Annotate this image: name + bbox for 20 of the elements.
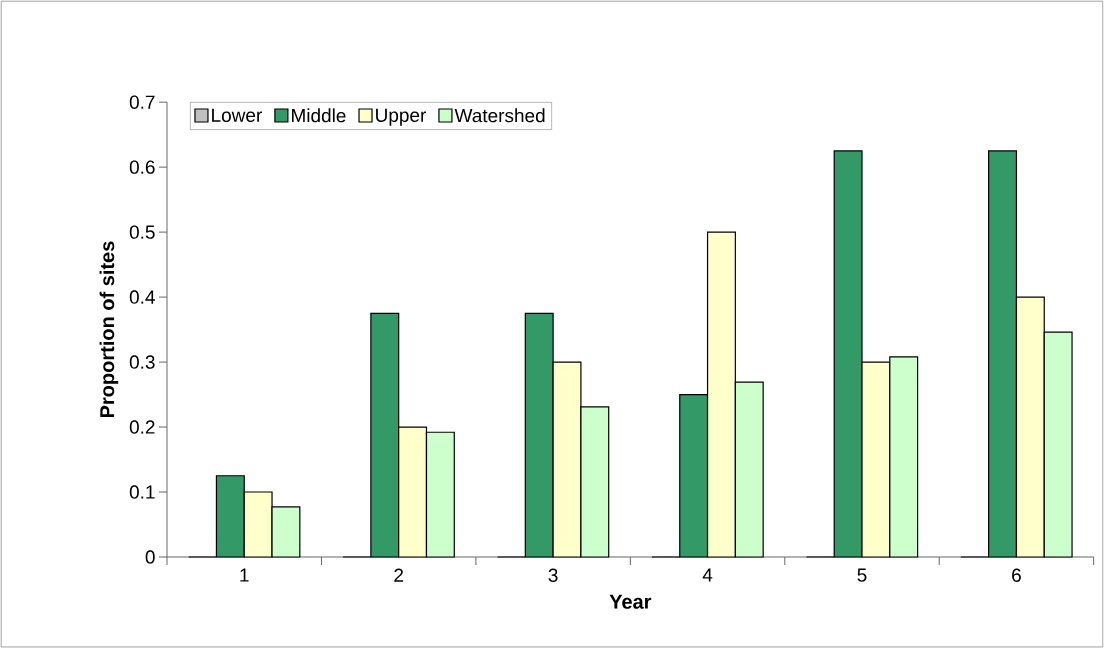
y-tick-label: 0.2: [129, 420, 155, 434]
y-tick-label: 0: [145, 550, 155, 564]
y-tick-label: 0.6: [129, 160, 155, 174]
x-axis-title: Year: [609, 594, 652, 609]
y-tick-label: 0.1: [129, 485, 155, 499]
x-tick-label: 4: [702, 568, 713, 582]
legend-label: Middle: [292, 108, 346, 123]
x-tick-label: 1: [240, 568, 249, 582]
legend-label: Watershed: [454, 108, 545, 123]
y-axis-title: Proportion of sites: [99, 241, 119, 418]
y-tick-label: 0.3: [129, 355, 155, 369]
y-tick-label: 0.5: [129, 225, 155, 239]
x-tick-label: 3: [548, 568, 558, 582]
x-tick-label: 5: [857, 568, 867, 582]
y-tick-label: 0.7: [129, 95, 155, 109]
legend-label: Upper: [376, 108, 427, 126]
x-tick-label: 2: [394, 568, 403, 582]
y-tick-label: 0.4: [129, 290, 155, 304]
x-tick-label: 6: [1012, 568, 1021, 582]
legend-label: Lower: [212, 108, 262, 122]
